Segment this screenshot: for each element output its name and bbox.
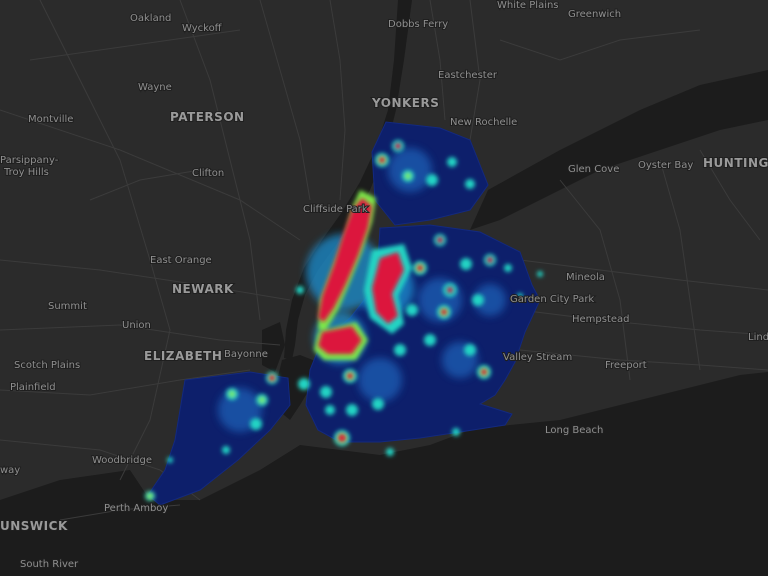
ocean [0,372,768,576]
label-perth-amboy: Perth Amboy [104,503,168,514]
label-yonkers: YONKERS [371,96,439,110]
manhattan-hotspot [318,198,372,322]
label-unswick: UNSWICK [0,519,68,533]
label-montville: Montville [28,114,73,125]
road-network [0,0,768,521]
label-eastchester: Eastchester [438,70,498,81]
label-elizabeth: ELIZABETH [144,349,222,363]
label-lind: Lind [748,332,768,343]
label-new-rochelle: New Rochelle [450,117,517,128]
label-hempstead: Hempstead [572,314,630,325]
label-white-plains: White Plains [497,0,559,11]
label-troy-hills: Troy Hills [3,167,49,178]
queens-hotspot [372,252,404,324]
label-woodbridge: Woodbridge [92,455,152,466]
label-wayne: Wayne [138,82,172,93]
label-newark: NEWARK [172,282,234,296]
long-island-sound [470,70,768,230]
label-cliffside-park: Cliffside Park [303,204,368,215]
label-scotch-plains: Scotch Plains [14,360,80,371]
label-greenwich: Greenwich [568,9,621,20]
label-union: Union [122,320,151,331]
label-wyckoff: Wyckoff [182,23,223,34]
label-plainfield: Plainfield [10,382,56,393]
label-glen-cove: Glen Cove [568,164,619,175]
label-south-river: South River [20,559,79,570]
label-valley-stream: Valley Stream [503,352,572,363]
newark-bay [262,322,285,372]
label-huntington: HUNTINGTO [703,156,768,170]
label-long-beach: Long Beach [545,425,603,436]
label-dobbs-ferry: Dobbs Ferry [388,19,448,30]
heat-cores [269,143,493,442]
label-mineola: Mineola [566,272,605,283]
label-east-orange: East Orange [150,255,212,266]
label-summit: Summit [48,301,87,312]
label-garden-city-park: Garden City Park [510,294,594,305]
label-freeport: Freeport [605,360,647,371]
label-parsippany: Parsippany- [0,155,59,166]
label-clifton: Clifton [192,168,224,179]
brooklyn-hotspot [318,326,362,354]
label-oakland: Oakland [130,13,171,24]
label-paterson: PATERSON [170,110,245,124]
label-oyster-bay: Oyster Bay [638,160,693,171]
label-bayonne: Bayonne [224,349,268,360]
label-way: way [0,465,20,476]
